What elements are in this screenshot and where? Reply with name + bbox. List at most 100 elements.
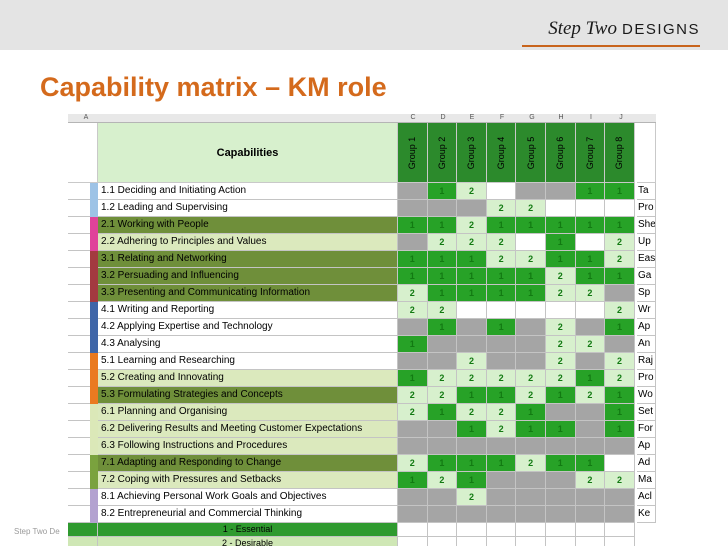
legend-label: 2 - Desirable (98, 537, 398, 546)
category-color (90, 489, 98, 506)
role-text-cell: Ga (637, 268, 656, 285)
capability-row: 7.1 Adapting and Responding to Change 2 1 1… (68, 455, 656, 472)
capability-name: 4.2 Applying Expertise and Technology (98, 319, 398, 336)
matrix-cell: 1 (575, 455, 606, 472)
matrix-cell: 1 (546, 421, 576, 438)
matrix-cell (427, 200, 458, 217)
matrix-cell (575, 421, 606, 438)
group-header-label: Group 7 (584, 136, 595, 169)
group-header: Group 3 (457, 123, 487, 183)
matrix-cell (516, 506, 546, 523)
matrix-cell: 2 (605, 472, 635, 489)
role-text-cell: Ke (637, 506, 656, 523)
matrix-cell: 1 (546, 234, 576, 251)
matrix-cell (546, 302, 576, 319)
category-swatch (68, 472, 98, 489)
matrix-cell (398, 438, 428, 455)
matrix-cell (516, 353, 546, 370)
matrix-cell (486, 302, 517, 319)
role-text-cell: She (637, 217, 656, 234)
matrix-cell: 1 (427, 319, 458, 336)
capability-row: 2.2 Adhering to Principles and Values 2 2 2… (68, 234, 656, 251)
group-header-label: Group 6 (555, 136, 566, 169)
matrix-cell (575, 200, 606, 217)
role-text-cell: Ap (637, 319, 656, 336)
matrix-cell: 1 (457, 285, 487, 302)
capability-name: 6.1 Planning and Organising (98, 404, 398, 421)
matrix-cell (575, 438, 606, 455)
matrix-cell (575, 302, 606, 319)
matrix-cell: 1 (427, 251, 458, 268)
category-swatch (68, 353, 98, 370)
matrix-cell: 2 (457, 370, 487, 387)
matrix-cell: 2 (516, 387, 546, 404)
footer-text: Step Two De (14, 527, 60, 536)
capability-name: 8.1 Achieving Personal Work Goals and Ob… (98, 489, 398, 506)
role-text-cell: Ta (637, 183, 656, 200)
legend-empty-cell (576, 537, 606, 546)
matrix-cell (486, 183, 517, 200)
category-swatch (68, 370, 98, 387)
legend-empty-cell (546, 537, 576, 546)
matrix-cell: 1 (457, 472, 487, 489)
matrix-cell (457, 319, 487, 336)
category-color (90, 353, 98, 370)
capability-row: 4.1 Writing and Reporting 2 2 2 Wr (68, 302, 656, 319)
legend-empty-cell (427, 523, 458, 537)
matrix-cell: 2 (546, 319, 576, 336)
matrix-cell: 1 (398, 336, 428, 353)
category-color (90, 404, 98, 421)
matrix-cell: 2 (546, 285, 576, 302)
capability-row: 7.2 Coping with Pressures and Setbacks 1 2… (68, 472, 656, 489)
matrix-cell: 2 (605, 370, 635, 387)
matrix-cell: 1 (427, 268, 458, 285)
column-letter: F (499, 114, 505, 121)
matrix-cell: 2 (605, 353, 635, 370)
matrix-cell (427, 489, 458, 506)
matrix-cell: 1 (546, 217, 576, 234)
matrix-cell: 2 (427, 387, 458, 404)
matrix-cell: 1 (457, 251, 487, 268)
group-header: Group 4 (486, 123, 517, 183)
column-letter: E (469, 114, 475, 121)
capability-name: 1.2 Leading and Supervising (98, 200, 398, 217)
legend-lead-cell (68, 537, 98, 546)
matrix-cell (486, 438, 517, 455)
matrix-cell (546, 200, 576, 217)
matrix-cell (605, 506, 635, 523)
matrix-cell: 1 (605, 217, 635, 234)
matrix-header-row: Capabilities Group 1 Group 2 Group 3 Group 4… (68, 123, 656, 183)
matrix-cell (398, 319, 428, 336)
matrix-cell (546, 183, 576, 200)
matrix-cell: 2 (398, 387, 428, 404)
capability-row: 8.2 Entrepreneurial and Commercial Think… (68, 506, 656, 523)
matrix-cell: 1 (605, 421, 635, 438)
category-swatch (68, 438, 98, 455)
legend-row: 2 - Desirable (68, 537, 656, 546)
capability-name: 6.2 Delivering Results and Meeting Custo… (98, 421, 398, 438)
matrix-cell: 2 (546, 370, 576, 387)
role-text-cell: An (637, 336, 656, 353)
column-letter: D (440, 114, 446, 121)
matrix-cell (516, 183, 546, 200)
legend-empty-cell (575, 523, 606, 537)
role-text-cell: Wo (637, 387, 656, 404)
role-text-cell: Acl (637, 489, 656, 506)
category-swatch (68, 234, 98, 251)
matrix-cell (605, 438, 635, 455)
matrix-cell: 2 (457, 353, 487, 370)
matrix-cell: 1 (516, 268, 546, 285)
column-letter: I (590, 114, 592, 121)
matrix-cell: 1 (398, 370, 428, 387)
matrix-cell: 1 (575, 370, 606, 387)
brand-underline (522, 45, 700, 47)
matrix-cell (457, 200, 487, 217)
matrix-cell (457, 438, 487, 455)
group-header: Group 1 (398, 123, 428, 183)
matrix-cell: 1 (457, 268, 487, 285)
category-color (90, 217, 98, 234)
category-color (90, 336, 98, 353)
matrix-cell (427, 506, 458, 523)
matrix-cell (575, 404, 606, 421)
capability-name: 2.1 Working with People (98, 217, 398, 234)
